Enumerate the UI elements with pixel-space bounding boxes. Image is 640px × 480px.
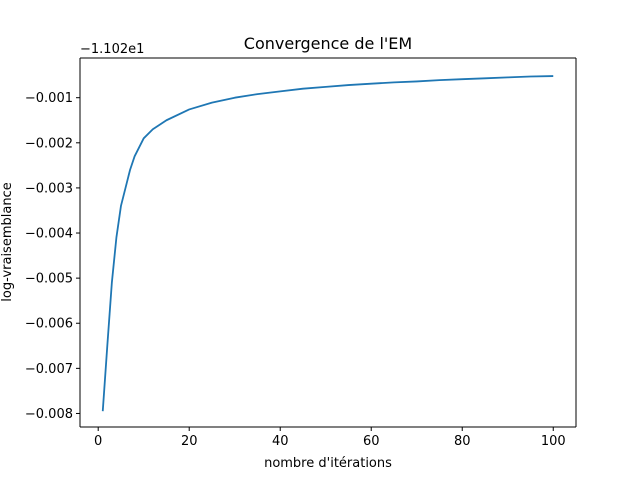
y-axis-label: log-vraisemblance (0, 182, 15, 301)
series-layer (101, 75, 554, 412)
x-tick-label: 40 (272, 434, 289, 449)
y-tick-label: −0.002 (25, 136, 73, 151)
y-tick-label: −0.001 (25, 91, 73, 106)
y-tick-label: −0.006 (25, 317, 73, 332)
x-tick-label: 100 (541, 434, 566, 449)
x-tick-label: 0 (94, 434, 102, 449)
chart-title: Convergence de l'EM (244, 34, 412, 53)
x-ticks: 0 20 40 60 80 100 (94, 427, 566, 449)
x-tick-label: 60 (363, 434, 380, 449)
y-tick-label: −0.004 (25, 227, 73, 242)
x-tick-label: 80 (454, 434, 471, 449)
y-tick-label: −0.003 (25, 181, 73, 196)
x-tick-label: 20 (181, 434, 198, 449)
series-line (101, 75, 554, 412)
y-tick-label: −0.008 (25, 407, 73, 422)
y-ticks: −0.008 −0.007 −0.006 −0.005 −0.004 −0.003 −0.0… (25, 91, 80, 422)
axes-layer (79, 57, 577, 428)
x-axis-label: nombre d'itérations (264, 456, 392, 471)
plot-area (80, 58, 576, 427)
y-offset-text: −1.102e1 (80, 42, 144, 57)
y-tick-label: −0.005 (25, 272, 73, 287)
y-tick-label: −0.007 (25, 362, 73, 377)
